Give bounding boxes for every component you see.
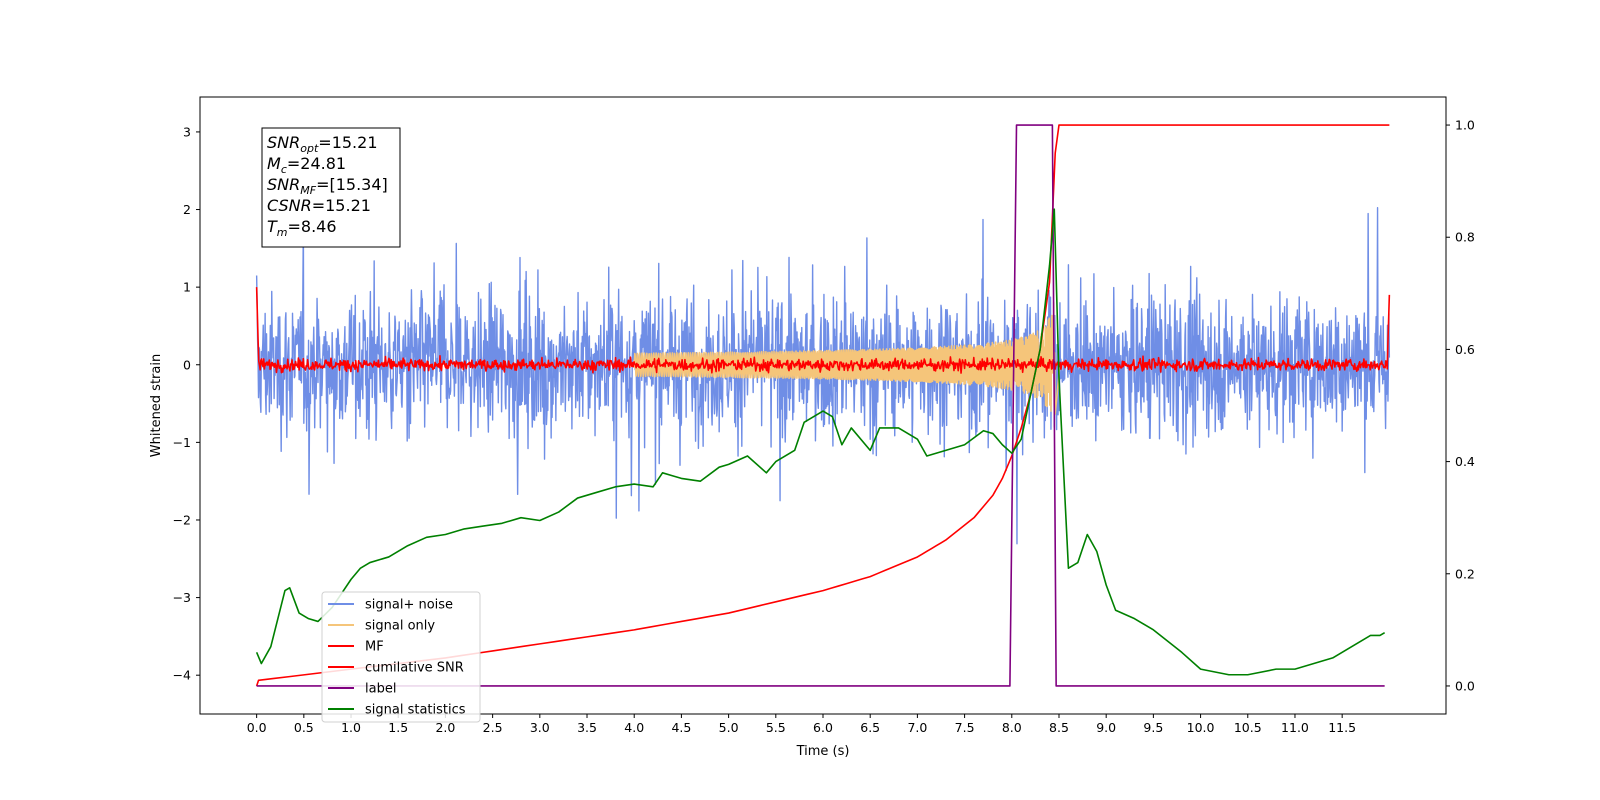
legend-item: label [328,682,396,697]
x-tick-label: 3.5 [577,720,597,735]
x-tick-label: 1.5 [388,720,408,735]
x-tick-label: 10.5 [1234,720,1262,735]
x-tick-label: 10.0 [1187,720,1215,735]
y-tick-label: −1 [173,435,191,450]
y-tick-label: 2 [183,202,191,217]
y2-tick-label: 1.0 [1455,118,1475,133]
y-tick-label: 1 [183,280,191,295]
x-tick-label: 8.5 [1049,720,1069,735]
y2-tick-label: 0.2 [1455,566,1475,581]
y-tick-label: −3 [173,590,191,605]
x-tick-label: 0.5 [294,720,314,735]
x-tick-label: 9.0 [1096,720,1116,735]
y-tick-label: −4 [173,668,191,683]
x-tick-label: 7.0 [907,720,927,735]
legend-item: cumilative SNR [328,661,464,676]
x-tick-label: 11.0 [1281,720,1309,735]
y-axis-label: Whitened strain [149,354,164,457]
x-tick-label: 9.5 [1143,720,1163,735]
x-tick-label: 1.0 [341,720,361,735]
x-tick-label: 4.0 [624,720,644,735]
legend-label: signal only [365,619,435,634]
legend-item: signal+ noise [328,598,453,613]
annotation-box: SNRopt=15.21Mc=24.81SNRMF=[15.34]CSNR=15… [261,127,401,248]
legend-item: signal only [328,619,435,634]
x-tick-label: 3.0 [530,720,550,735]
y2-tick-label: 0.4 [1455,454,1475,469]
series-label [256,124,1385,687]
annotation-line: CSNR=15.21 [267,196,371,215]
series-layer [255,124,1391,687]
series-cumilative-snr [255,124,1390,687]
x-axis: 0.0 0.5 1.0 1.5 2.0 2.5 3.0 3.5 4.0 4.5 5.0 5.5 6.0 6… [247,714,1356,735]
series-signal-only [633,301,1061,415]
legend-label: MF [365,640,384,655]
y-axis-left: 3 2 1 0 −1 −2 −3 −4 [173,124,200,683]
legend-frame [321,591,481,723]
series-signal-statistics [255,208,1386,676]
legend-label: cumilative SNR [365,661,464,676]
series-mf [255,287,1391,374]
y2-tick-label: 0.8 [1455,230,1475,245]
annotation-frame [261,127,401,248]
legend-label: label [365,682,396,697]
legend-label: signal+ noise [365,598,453,613]
annotation-line: Mc=24.81 [267,154,346,176]
x-tick-label: 2.5 [483,720,503,735]
x-tick-label: 0.0 [247,720,267,735]
y-tick-label: 3 [183,124,191,139]
x-tick-label: 2.0 [435,720,455,735]
legend: signal+ noise signal only MF cumilative SNR… [321,591,481,723]
x-tick-label: 6.0 [813,720,833,735]
x-tick-label: 11.5 [1328,720,1356,735]
legend-item: signal statistics [328,703,466,718]
y-tick-label: −2 [173,512,191,527]
y2-tick-label: 0.6 [1455,342,1475,357]
x-tick-label: 7.5 [955,720,975,735]
y-axis-right: 1.0 0.8 0.6 0.4 0.2 0.0 [1446,118,1475,693]
x-tick-label: 4.5 [671,720,691,735]
legend-item: MF [328,640,384,655]
x-tick-label: 5.5 [766,720,786,735]
x-tick-label: 6.5 [860,720,880,735]
x-tick-label: 8.0 [1002,720,1022,735]
y-tick-label: 0 [183,357,191,372]
x-tick-label: 5.0 [719,720,739,735]
annotation-line: Tm=8.46 [267,217,337,239]
x-axis-label: Time (s) [796,744,850,759]
y2-tick-label: 0.0 [1455,678,1475,693]
annotation-line: SNRopt=15.21 [267,133,378,155]
annotation-line: SNRMF=[15.34] [267,175,388,197]
legend-label: signal statistics [365,703,466,718]
